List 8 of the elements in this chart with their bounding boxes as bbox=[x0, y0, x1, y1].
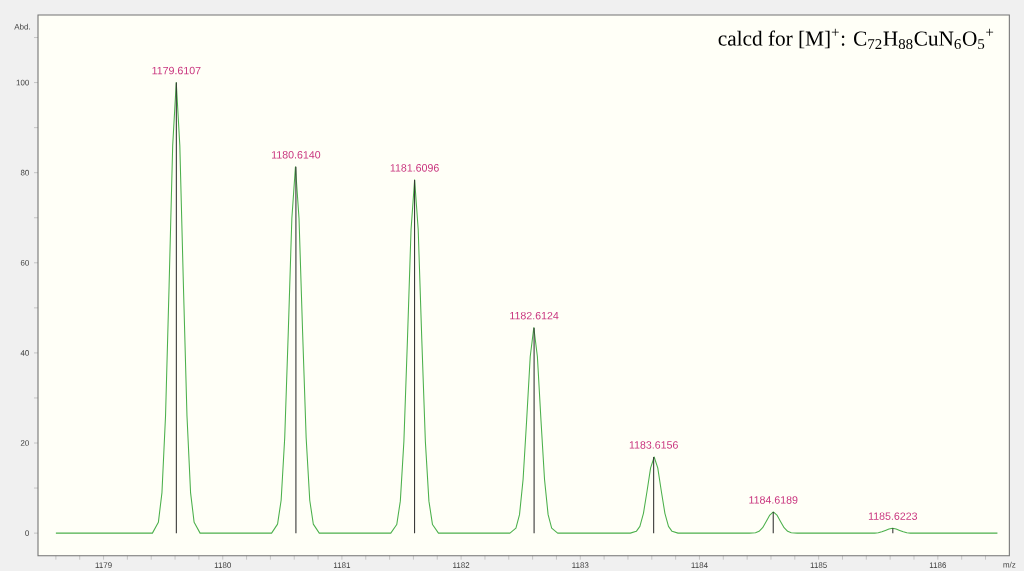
annotation: 1179.6107 bbox=[152, 66, 201, 75]
annotation: 1185.6223 bbox=[868, 512, 918, 520]
annotation: 1181.6096 bbox=[390, 163, 439, 172]
annotation: 1180.6140 bbox=[272, 150, 321, 159]
annotation: 1182.6124 bbox=[510, 311, 559, 320]
annotation: 1183.6156 bbox=[629, 441, 678, 449]
annotation: 1184.6189 bbox=[749, 495, 798, 504]
chart-title: calcd for [M]$^{+}$: C$_{72}$H$_{88}$CuN$_{6}$O$_{5}$+ bbox=[718, 28, 994, 49]
